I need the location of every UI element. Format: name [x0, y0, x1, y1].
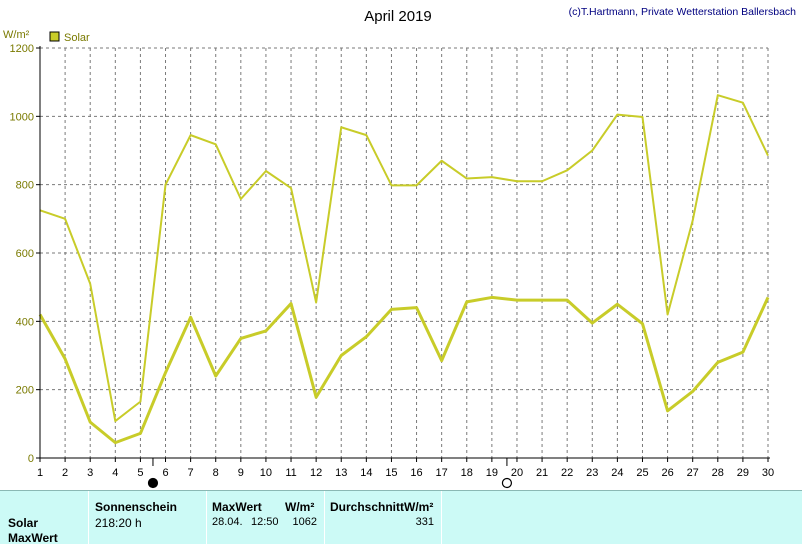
y-tick-label: 1200 — [10, 43, 34, 55]
x-tick-label: 9 — [238, 467, 244, 479]
y-tick-label: 400 — [16, 316, 34, 328]
chart-credit: (c)T.Hartmann, Private Wetterstation Bal… — [569, 6, 797, 18]
y-axis-unit: W/m² — [3, 29, 30, 41]
y-tick-label: 1000 — [10, 111, 34, 123]
maxwert-time: 12:50 — [251, 516, 279, 528]
legend-swatch — [49, 31, 60, 42]
durchschnitt-header: DurchschnittW/m² — [330, 500, 434, 514]
x-tick-label: 28 — [712, 467, 724, 479]
x-tick-label: 2 — [62, 467, 68, 479]
x-tick-label: 25 — [636, 467, 648, 479]
maxwert-unit: W/m² — [285, 500, 315, 514]
durchschnitt-value: 331 — [415, 516, 434, 528]
x-tick-label: 5 — [137, 467, 143, 479]
x-tick-label: 30 — [762, 467, 774, 479]
y-tick-label: 0 — [28, 453, 34, 465]
x-tick-label: 19 — [486, 467, 498, 479]
x-tick-label: 14 — [360, 467, 372, 479]
x-tick-label: 15 — [385, 467, 397, 479]
info-panel: Solar MaxWert Sonnenschein 218:20 h MaxW… — [0, 490, 802, 545]
x-tick-label: 4 — [112, 467, 118, 479]
x-tick-label: 23 — [586, 467, 598, 479]
x-tick-label: 16 — [410, 467, 422, 479]
info-divider — [324, 491, 325, 544]
x-tick-label: 11 — [285, 467, 296, 479]
series-line-max — [39, 94, 769, 423]
maxwert-header: MaxWert — [212, 500, 262, 514]
full-moon-icon — [501, 477, 513, 489]
x-tick-label: 22 — [561, 467, 573, 479]
x-tick-label: 26 — [661, 467, 673, 479]
x-tick-label: 6 — [162, 467, 168, 479]
x-tick-label: 13 — [335, 467, 347, 479]
info-divider — [206, 491, 207, 544]
x-tick-label: 8 — [213, 467, 219, 479]
x-tick-label: 24 — [611, 467, 623, 479]
chart-title: April 2019 — [364, 8, 432, 25]
new-moon-icon — [147, 477, 159, 489]
x-tick-label: 3 — [87, 467, 93, 479]
x-tick-label: 10 — [260, 467, 272, 479]
y-tick-label: 600 — [16, 248, 34, 260]
x-tick-label: 20 — [511, 467, 523, 479]
x-tick-label: 29 — [737, 467, 749, 479]
x-tick-label: 17 — [436, 467, 448, 479]
row-label-solar: Solar — [8, 516, 39, 530]
x-tick-label: 18 — [461, 467, 473, 479]
y-tick-label: 200 — [16, 385, 34, 397]
x-tick-label: 1 — [37, 467, 43, 479]
info-divider — [441, 491, 442, 544]
x-tick-label: 7 — [188, 467, 194, 479]
series-line-average — [38, 295, 770, 445]
sonnenschein-value: 218:20 h — [95, 516, 142, 530]
x-tick-label: 27 — [687, 467, 699, 479]
legend-label: Solar — [64, 32, 90, 44]
row-label-maxwert: MaxWert — [8, 531, 58, 545]
solar-chart: April 2019 (c)T.Hartmann, Private Wetter… — [3, 6, 797, 489]
x-tick-label: 21 — [536, 467, 548, 479]
maxwert-date: 28.04. — [212, 516, 243, 528]
y-tick-label: 800 — [16, 180, 34, 192]
info-divider — [88, 491, 89, 544]
x-tick-label: 12 — [310, 467, 322, 479]
sonnenschein-header: Sonnenschein — [95, 500, 178, 514]
maxwert-value: 1062 — [292, 516, 317, 528]
